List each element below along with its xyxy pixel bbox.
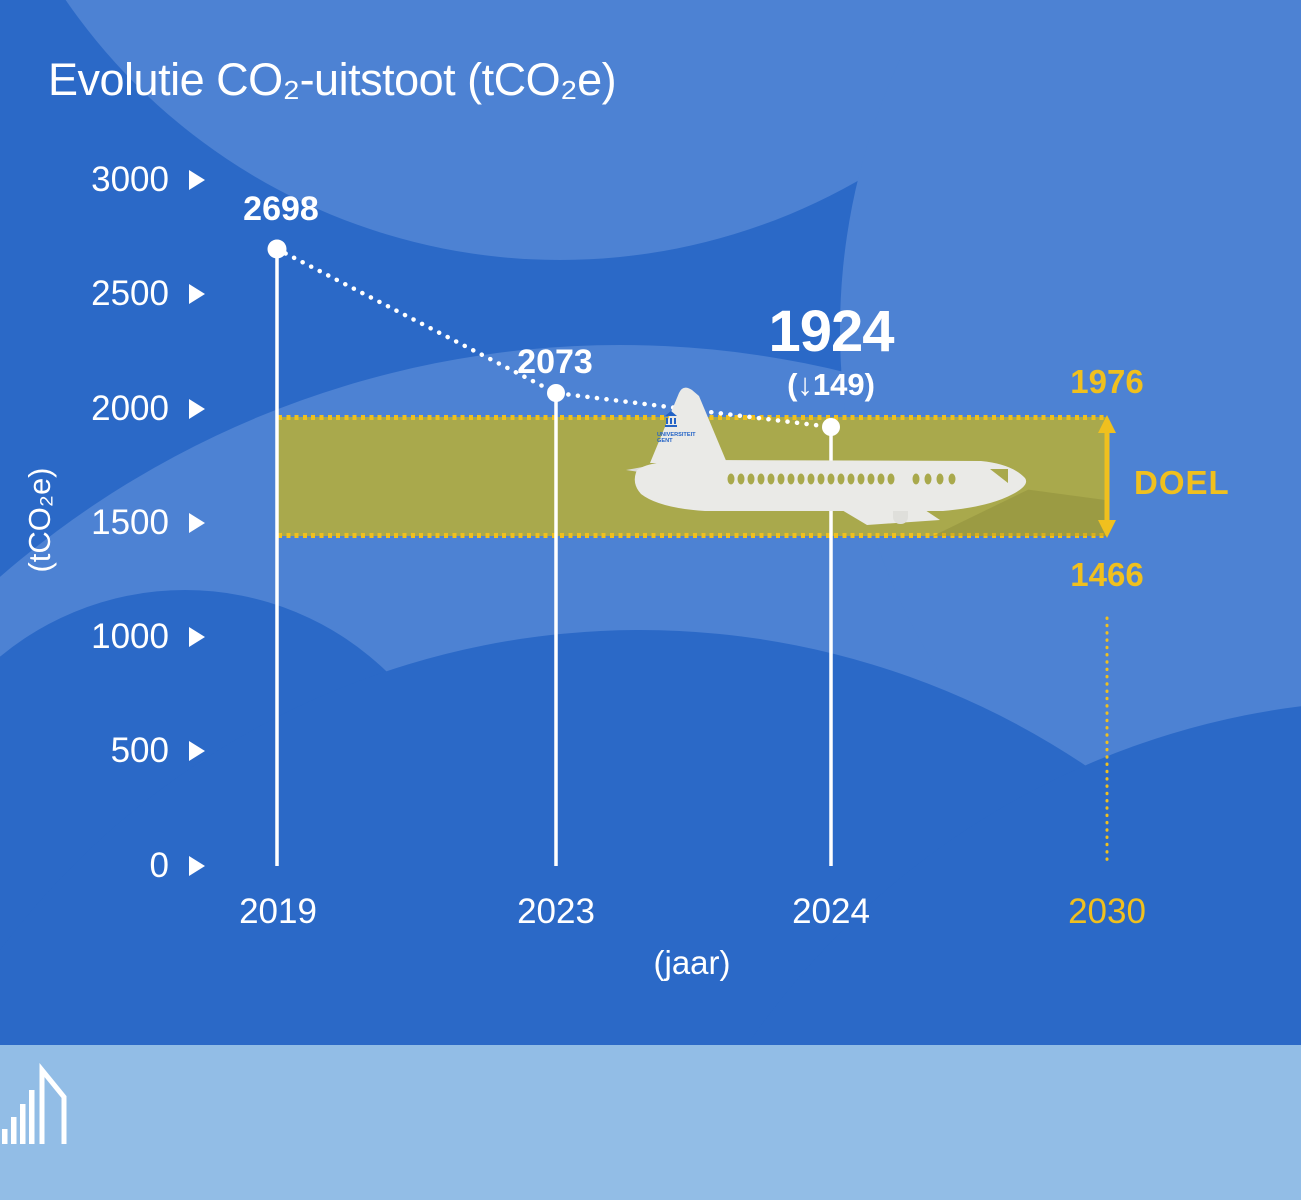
plane-tail-fin bbox=[650, 387, 727, 463]
band-lower-dotted-border bbox=[278, 533, 1107, 538]
y-tick-3000: 3000 bbox=[0, 159, 205, 201]
y-tick-label: 500 bbox=[110, 731, 169, 770]
plane-fuselage bbox=[634, 459, 1027, 511]
page-title: Evolutie CO₂-uitstoot (tCO₂e) bbox=[48, 54, 617, 105]
triangle-tick-icon bbox=[189, 741, 205, 761]
y-tick-label: 3000 bbox=[91, 160, 169, 199]
x-label-2023: 2023 bbox=[517, 892, 595, 931]
triangle-tick-icon bbox=[189, 513, 205, 533]
y-tick-label: 0 bbox=[149, 846, 169, 885]
triangle-tick-icon bbox=[189, 856, 205, 876]
faculty-logo-icon bbox=[2, 1062, 67, 1144]
y-tick-2000: 2000 bbox=[0, 388, 205, 430]
y-tick-0: 0 bbox=[0, 845, 205, 887]
value-label-2019: 2698 bbox=[243, 190, 319, 228]
value-label-2024: 1924 bbox=[768, 299, 894, 364]
band-upper-value: 1976 bbox=[1070, 363, 1144, 400]
plane-windows bbox=[727, 473, 956, 485]
x-label-2019: 2019 bbox=[239, 892, 317, 931]
value-label-2023: 2073 bbox=[517, 343, 593, 381]
ugent-tail-logo: UNIVERSITEIT GENT bbox=[657, 411, 696, 444]
tail-text-1: UNIVERSITEIT bbox=[657, 432, 696, 438]
plane-cockpit-window bbox=[990, 469, 1008, 483]
y-tick-500: 500 bbox=[0, 730, 205, 772]
y-tick-label: 2000 bbox=[91, 389, 169, 428]
y-tick-label: 1500 bbox=[91, 503, 169, 542]
y-axis-title: (tCO₂e) bbox=[22, 467, 57, 573]
footer-bar: FACULTEIT INGENIEURSWETENSCHAPPEN EN ARC… bbox=[0, 1045, 1301, 1200]
airplane-illustration: UNIVERSITEIT GENT bbox=[626, 387, 1027, 525]
point-2019 bbox=[267, 239, 287, 259]
y-tick-2500: 2500 bbox=[0, 273, 205, 315]
band-lower-value: 1466 bbox=[1070, 556, 1144, 593]
y-tick-1000: 1000 bbox=[0, 616, 205, 658]
tail-text-2: GENT bbox=[657, 438, 673, 444]
delta-label-2024: (↓149) bbox=[787, 367, 875, 402]
x-label-2024: 2024 bbox=[792, 892, 870, 931]
triangle-tick-icon bbox=[189, 284, 205, 304]
y-tick-label: 2500 bbox=[91, 274, 169, 313]
y-tick-1500: 1500 bbox=[0, 502, 205, 544]
x-label-2030: 2030 bbox=[1068, 892, 1146, 931]
x-axis-title: (jaar) bbox=[653, 944, 731, 981]
triangle-tick-icon bbox=[189, 170, 205, 190]
y-tick-label: 1000 bbox=[91, 617, 169, 656]
band-goal-label: DOEL bbox=[1134, 464, 1230, 501]
triangle-tick-icon bbox=[189, 627, 205, 647]
triangle-tick-icon bbox=[189, 399, 205, 419]
